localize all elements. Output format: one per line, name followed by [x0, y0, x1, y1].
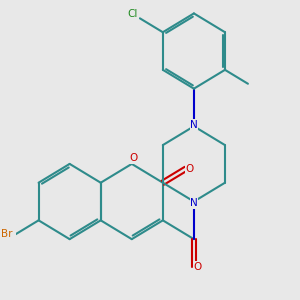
Text: O: O	[194, 262, 202, 272]
Text: N: N	[190, 198, 198, 208]
Text: O: O	[185, 164, 194, 174]
Text: Cl: Cl	[128, 9, 138, 20]
Text: N: N	[190, 120, 198, 130]
Text: O: O	[129, 153, 137, 163]
Text: Br: Br	[1, 229, 13, 239]
